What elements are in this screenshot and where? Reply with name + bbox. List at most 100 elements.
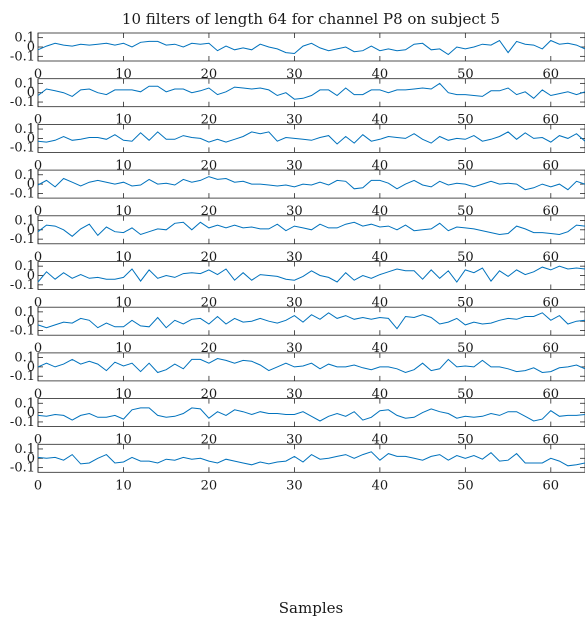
axes-box xyxy=(37,261,585,290)
y-tick-label: 0 xyxy=(27,223,35,238)
x-tick-label: 50 xyxy=(457,433,474,448)
x-tick-label: 30 xyxy=(286,204,303,219)
x-tick-label: 40 xyxy=(372,387,389,402)
x-tick-label: 10 xyxy=(115,158,132,173)
x-tick-label: 40 xyxy=(372,478,389,493)
axes-box xyxy=(37,443,585,473)
x-tick-label: 60 xyxy=(543,113,560,128)
y-tick-label: 0.1 xyxy=(14,168,35,183)
x-tick-label: 0 xyxy=(34,204,42,219)
x-tick-label: 20 xyxy=(201,67,218,82)
y-tick-label: 0.1 xyxy=(14,396,35,411)
y-tick-label: -0.1 xyxy=(10,369,35,384)
x-tick-label: 60 xyxy=(543,250,560,265)
x-tick-label: 0 xyxy=(34,67,42,82)
x-tick-label: 50 xyxy=(457,67,474,82)
x-tick-label: 40 xyxy=(372,250,389,265)
x-tick-label: 50 xyxy=(457,158,474,173)
y-tick-label: 0 xyxy=(27,40,35,55)
x-tick-label: 20 xyxy=(201,478,218,493)
x-tick-label: 60 xyxy=(543,296,560,311)
y-tick-label: 0.1 xyxy=(14,305,35,320)
x-tick-label: 10 xyxy=(115,296,132,311)
x-tick-label: 30 xyxy=(286,158,303,173)
subplot-7: 0.10-0.10 10 20 30 40 50 60 xyxy=(10,305,585,356)
x-tick-label: 60 xyxy=(543,341,560,356)
y-tick-label: 0 xyxy=(27,451,35,466)
filter-line-10 xyxy=(37,451,585,467)
x-tick-label: 20 xyxy=(201,158,218,173)
x-tick-label: 40 xyxy=(372,158,389,173)
filter-line-3 xyxy=(37,131,585,145)
x-tick-label: 50 xyxy=(457,341,474,356)
x-tick-label: 50 xyxy=(457,250,474,265)
axes-box xyxy=(37,169,585,199)
x-tick-label: 10 xyxy=(115,250,132,265)
axes-box xyxy=(37,398,585,428)
filter-line-6 xyxy=(37,265,585,283)
y-tick-label: -0.1 xyxy=(10,461,35,476)
x-tick-label: 10 xyxy=(115,67,132,82)
x-tick-label: 10 xyxy=(115,433,132,448)
y-tick-label: 0.1 xyxy=(14,122,35,137)
x-tick-label: 50 xyxy=(457,387,474,402)
x-tick-label: 10 xyxy=(115,478,132,493)
x-tick-label: 40 xyxy=(372,341,389,356)
y-tick-label: -0.1 xyxy=(10,95,35,110)
x-tick-label: 60 xyxy=(543,433,560,448)
y-tick-label: 0 xyxy=(27,406,35,421)
x-tick-label: 30 xyxy=(286,296,303,311)
x-tick-label: 40 xyxy=(372,433,389,448)
x-tick-label: 0 xyxy=(34,387,42,402)
x-tick-label: 60 xyxy=(543,387,560,402)
x-tick-label: 0 xyxy=(34,433,42,448)
y-tick-label: 0 xyxy=(27,269,35,284)
filter-line-4 xyxy=(37,176,585,191)
x-tick-label: 60 xyxy=(543,478,560,493)
subplot-8: 0.10-0.10 10 20 30 40 50 60 xyxy=(10,351,585,402)
filter-line-9 xyxy=(37,407,585,422)
x-tick-label: 10 xyxy=(115,341,132,356)
x-tick-label: 0 xyxy=(34,478,42,493)
subplot-6: 0.10-0.10 10 20 30 40 50 60 xyxy=(10,259,585,311)
x-tick-label: 0 xyxy=(34,250,42,265)
x-tick-label: 50 xyxy=(457,478,474,493)
chart-title: 10 filters of length 64 for channel P8 o… xyxy=(122,10,500,28)
axes-box xyxy=(37,78,585,108)
y-tick-label: -0.1 xyxy=(10,186,35,201)
y-tick-label: -0.1 xyxy=(10,415,35,430)
x-tick-label: 10 xyxy=(115,387,132,402)
y-tick-label: 0.1 xyxy=(14,259,35,274)
x-tick-label: 0 xyxy=(34,296,42,311)
x-tick-label: 10 xyxy=(115,113,132,128)
y-tick-label: 0.1 xyxy=(14,351,35,366)
x-tick-label: 20 xyxy=(201,387,218,402)
y-tick-label: -0.1 xyxy=(10,232,35,247)
x-axis-label: Samples xyxy=(279,599,343,617)
subplot-1: 0.10-0.10 10 20 30 40 50 60 xyxy=(10,31,585,82)
y-tick-label: 0 xyxy=(27,314,35,329)
x-tick-label: 0 xyxy=(34,158,42,173)
axes-box xyxy=(37,352,585,382)
subplot-10: 0.10-0.10 10 20 30 40 50 60 xyxy=(10,442,585,493)
x-tick-label: 20 xyxy=(201,204,218,219)
filter-line-8 xyxy=(37,357,585,374)
x-tick-label: 30 xyxy=(286,341,303,356)
x-tick-label: 60 xyxy=(543,204,560,219)
x-tick-label: 20 xyxy=(201,250,218,265)
x-tick-label: 30 xyxy=(286,433,303,448)
x-tick-label: 20 xyxy=(201,296,218,311)
y-tick-label: -0.1 xyxy=(10,324,35,339)
x-tick-label: 30 xyxy=(286,387,303,402)
filter-line-2 xyxy=(37,82,585,100)
axes-box xyxy=(37,32,585,62)
filter-line-7 xyxy=(37,312,585,330)
x-tick-label: 40 xyxy=(372,296,389,311)
x-tick-label: 40 xyxy=(372,67,389,82)
subplot-9: 0.10-0.10 10 20 30 40 50 60 xyxy=(10,396,585,448)
x-tick-label: 50 xyxy=(457,204,474,219)
y-tick-label: 0.1 xyxy=(14,31,35,46)
y-tick-label: 0.1 xyxy=(14,213,35,228)
y-tick-label: 0 xyxy=(27,131,35,146)
